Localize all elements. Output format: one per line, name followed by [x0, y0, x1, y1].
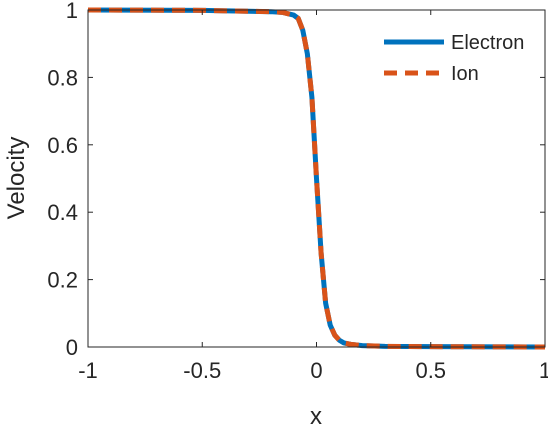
- y-axis-label: Velocity: [3, 137, 30, 220]
- series-layer: [87, 7, 546, 350]
- x-tick-label: -0.5: [183, 358, 221, 383]
- x-tick-label: 0: [310, 358, 322, 383]
- y-tick-label: 0: [66, 335, 78, 360]
- x-tick-label: -1: [78, 358, 98, 383]
- legend-label-electron: Electron: [451, 32, 524, 54]
- y-tick-label: 1: [66, 0, 78, 23]
- y-tick-label: 0.4: [47, 200, 78, 225]
- y-tick-label: 0.8: [47, 65, 78, 90]
- x-axis-label: x: [310, 403, 322, 428]
- x-tick-label: 0.5: [415, 358, 446, 383]
- tick-layer: -1 -0.5 0 0.5 1 0 0.2 0.4 0.6 0.8 1: [47, 0, 548, 383]
- y-tick-label: 0.6: [47, 133, 78, 158]
- x-tick-label: 1: [539, 358, 548, 383]
- y-tick-label: 0.2: [47, 268, 78, 293]
- series-line-ion: [87, 7, 546, 350]
- legend-label-ion: Ion: [451, 63, 479, 85]
- legend: Electron Ion: [384, 32, 524, 85]
